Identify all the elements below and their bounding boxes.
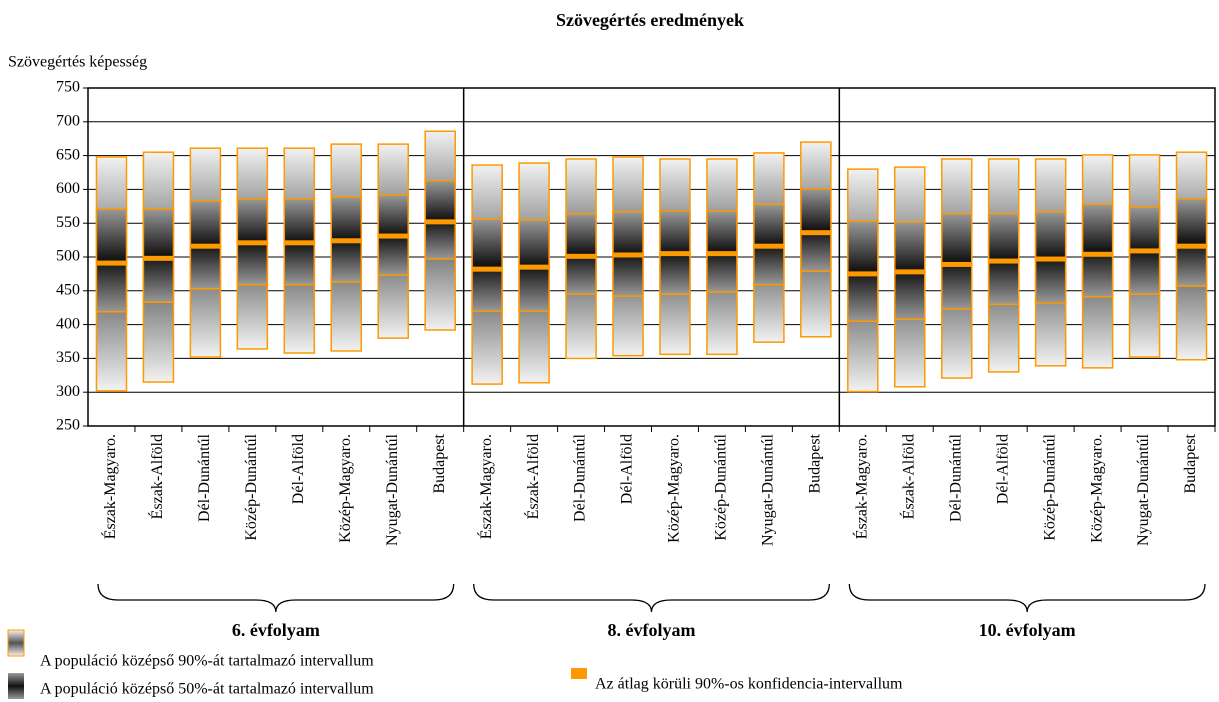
x-tick-label: Dél-Dunántúl: [196, 433, 213, 522]
mean-ci: [1129, 248, 1160, 254]
x-tick-label: Közép-Dunántúl: [1041, 433, 1058, 540]
box-50: [800, 187, 832, 272]
y-tick-label: 750: [56, 79, 80, 96]
mean-ci: [894, 269, 925, 275]
x-tick-label: Közép-Magyaro.: [666, 434, 683, 543]
group-label: 10. évfolyam: [979, 620, 1076, 640]
box-50: [940, 212, 973, 310]
x-tick-label: Észak-Magyaro.: [851, 434, 870, 539]
x-tick-label: Nyugat-Dunántúl: [1135, 433, 1152, 546]
mean-ci: [519, 264, 550, 270]
x-tick-label: Dél-Alföld: [994, 434, 1011, 504]
group-brace: [848, 583, 1206, 613]
mean-ci: [566, 253, 597, 259]
mean-ci: [706, 251, 737, 257]
x-tick-label: Nyugat-Dunántúl: [760, 433, 777, 546]
x-tick-label: Közép-Magyaro.: [337, 434, 354, 543]
mean-ci: [284, 240, 315, 246]
y-tick-label: 500: [56, 248, 80, 265]
mean-ci: [753, 243, 784, 249]
legend-label: Az átlag körüli 90%-os konfidencia-inter…: [595, 676, 903, 693]
box-50: [847, 220, 879, 322]
mean-ci: [425, 219, 456, 225]
group-label: 8. évfolyam: [608, 620, 696, 640]
mean-ci: [378, 233, 409, 239]
x-tick-label: Észak-Magyaro.: [476, 434, 495, 539]
mean-ci: [237, 240, 268, 246]
x-tick-label: Közép-Dunántúl: [713, 433, 730, 540]
group-label: 6. évfolyam: [232, 620, 320, 640]
y-tick-label: 550: [56, 214, 80, 231]
group-brace: [473, 583, 830, 613]
y-tick-label: 400: [56, 315, 80, 332]
box-50: [1175, 198, 1208, 287]
x-tick-label: Budapest: [807, 433, 824, 493]
box-50: [95, 208, 128, 313]
mean-ci: [612, 252, 644, 258]
x-tick-label: Dél-Alföld: [290, 434, 307, 504]
mean-ci: [1082, 251, 1113, 257]
box-50: [471, 218, 503, 312]
x-tick-label: Észak-Alföld: [898, 434, 917, 519]
x-tick-label: Dél-Dunántúl: [572, 433, 589, 522]
mean-ci: [1176, 243, 1207, 249]
y-tick-label: 700: [56, 112, 80, 129]
mean-ci: [1035, 256, 1066, 262]
y-axis-label: Szövegértés képesség: [8, 54, 147, 71]
legend-label: A populáció középső 50%-át tartalmazó in…: [40, 681, 374, 698]
y-tick-label: 300: [56, 383, 80, 400]
x-tick-label: Észak-Magyaro.: [100, 434, 119, 539]
x-tick-label: Észak-Alföld: [147, 434, 166, 519]
mean-ci: [472, 266, 503, 272]
y-tick-label: 600: [56, 180, 80, 197]
mean-ci: [190, 243, 221, 249]
mean-ci: [143, 255, 174, 261]
x-tick-label: Budapest: [431, 433, 448, 493]
x-tick-label: Nyugat-Dunántúl: [384, 433, 401, 546]
mean-ci: [941, 261, 972, 267]
legend-swatch-ci: [571, 668, 587, 679]
mean-ci: [96, 260, 127, 266]
chart-title: Szövegértés eredmények: [556, 10, 744, 30]
mean-ci: [659, 251, 691, 257]
x-tick-label: Budapest: [1182, 433, 1199, 493]
x-tick-label: Közép-Magyaro.: [1088, 434, 1105, 543]
group-brace: [97, 583, 455, 613]
mean-ci: [331, 238, 362, 244]
y-tick-label: 450: [56, 281, 80, 298]
x-tick-label: Dél-Alföld: [619, 434, 636, 504]
box-50: [1081, 203, 1114, 298]
x-tick-label: Dél-Dunántúl: [947, 433, 964, 522]
plot-frame: [87, 87, 1216, 427]
legend-label: A populáció középső 90%-át tartalmazó in…: [40, 653, 374, 670]
y-tick-label: 250: [56, 417, 80, 434]
legend-swatch-50: [8, 673, 24, 699]
box-50: [142, 208, 175, 304]
y-tick-label: 650: [56, 146, 80, 163]
y-tick-label: 350: [56, 349, 80, 366]
mean-ci: [800, 230, 831, 236]
x-tick-label: Közép-Dunántúl: [243, 433, 260, 540]
mean-ci: [988, 258, 1019, 264]
legend-swatch-90: [7, 629, 25, 657]
x-tick-label: Észak-Alföld: [523, 434, 542, 519]
mean-ci: [847, 271, 878, 277]
